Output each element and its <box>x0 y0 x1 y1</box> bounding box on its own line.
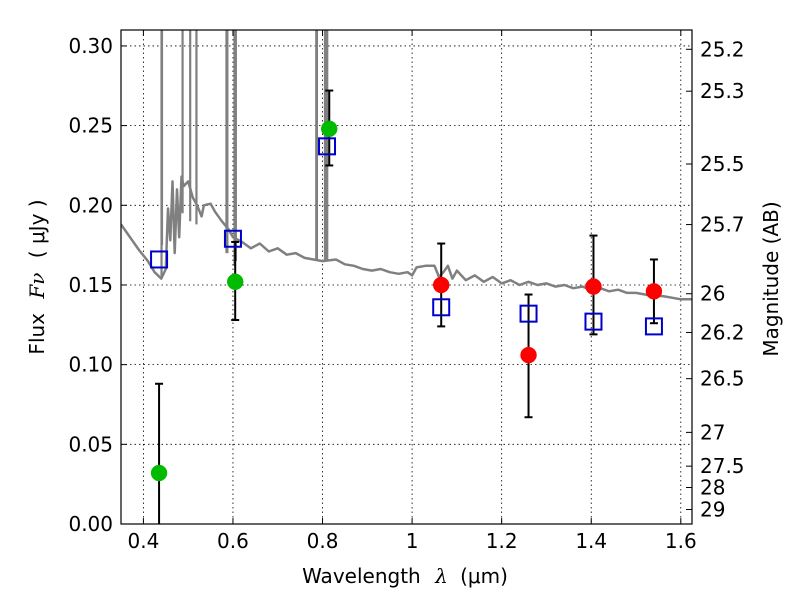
y-axis-label-unit: ( μJy ) <box>25 199 49 258</box>
data-point <box>432 276 450 294</box>
x-tick-label: 1 <box>406 529 419 553</box>
model-square-marker <box>318 137 337 156</box>
y2-tick-label: 26.5 <box>700 367 745 391</box>
data-point <box>320 120 338 138</box>
y2-tick-label: 29 <box>700 497 725 521</box>
model-square-marker <box>150 250 169 269</box>
model-square-marker <box>644 317 663 336</box>
y-axis-label-text: Flux <box>25 313 49 355</box>
y2-axis-label: Magnitude (AB) <box>759 201 783 356</box>
model-square-marker <box>584 312 603 331</box>
y-axis-label-symbol: Fν <box>25 273 49 300</box>
model-square-marker <box>223 229 242 248</box>
data-point <box>520 346 537 364</box>
y2-tick-label: 25.7 <box>700 213 745 237</box>
y2-tick-label: 27 <box>700 420 725 444</box>
y-tick-label: 0.10 <box>68 353 113 377</box>
y-tick-label: 0.00 <box>68 512 113 536</box>
x-axis-label-symbol: λ <box>434 564 448 588</box>
x-axis-label-text: Wavelength <box>302 564 421 588</box>
x-axis-label: Wavelength λ (μm) <box>302 564 508 588</box>
plot-frame <box>120 29 693 525</box>
y-tick-label: 0.30 <box>68 34 113 58</box>
model-square-marker <box>432 298 451 317</box>
x-axis-label-unit: (μm) <box>460 564 508 588</box>
y-tick-label: 0.15 <box>68 273 113 297</box>
y2-tick-label: 28 <box>700 476 725 500</box>
data-point <box>585 278 602 295</box>
model-spectrum <box>121 30 692 301</box>
y2-tick-label: 25.3 <box>700 79 745 103</box>
y2-tick-label: 26 <box>700 282 725 306</box>
y-axis-label: Flux Fν ( μJy ) <box>25 199 49 354</box>
x-tick-label: 0.4 <box>127 529 159 553</box>
x-tick-label: 1.2 <box>486 529 518 553</box>
error-bars <box>155 89 658 524</box>
y2-tick-label: 25.5 <box>700 152 745 176</box>
x-tick-label: 1.6 <box>665 529 697 553</box>
model-square-marker <box>519 304 538 323</box>
x-tick-label: 0.6 <box>217 529 249 553</box>
y2-tick-label: 25.2 <box>700 37 745 61</box>
y-tick-label: 0.05 <box>68 432 113 456</box>
data-point <box>645 283 663 300</box>
x-tick-label: 1.4 <box>575 529 607 553</box>
axis-ticks: 0.4 0.6 0.8 1 1.2 1.4 1.6 0.00 0.05 0.10 0.15 0.20 0… <box>68 30 745 553</box>
y2-tick-label: 26.2 <box>700 320 745 344</box>
photometry-markers <box>150 120 663 482</box>
y-tick-label: 0.20 <box>68 193 113 217</box>
y-tick-label: 0.25 <box>68 114 113 138</box>
data-point <box>150 464 168 482</box>
data-point <box>226 273 244 291</box>
grid-lines <box>121 30 692 524</box>
x-tick-label: 0.8 <box>307 529 339 553</box>
y2-tick-label: 27.5 <box>700 454 745 478</box>
sed-continuum-line <box>121 175 692 301</box>
